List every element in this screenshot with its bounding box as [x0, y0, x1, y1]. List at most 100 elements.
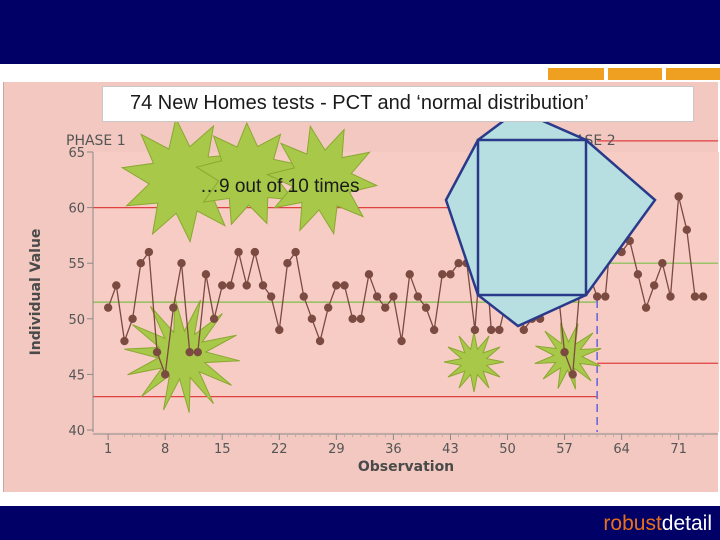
- data-point: [193, 347, 202, 357]
- brand-part-robust: robust: [603, 512, 662, 535]
- data-point: [332, 281, 341, 290]
- x-tick-label: 29: [328, 442, 345, 457]
- x-tick-label: 71: [670, 442, 687, 457]
- data-point: [519, 325, 528, 335]
- data-point: [275, 325, 284, 335]
- accent-block: [608, 68, 662, 80]
- data-point: [291, 247, 300, 257]
- data-point: [429, 325, 439, 335]
- phase-1-label: PHASE 1: [66, 133, 126, 149]
- data-point: [258, 281, 268, 290]
- data-point: [389, 292, 398, 301]
- data-point: [169, 303, 178, 312]
- data-point: [666, 292, 675, 301]
- y-tick-label: 60: [68, 202, 85, 217]
- data-point: [470, 325, 480, 335]
- data-point: [112, 281, 121, 290]
- data-point: [674, 192, 683, 201]
- data-point: [299, 292, 308, 301]
- data-point: [592, 292, 602, 301]
- brand-logo: robustdetail: [603, 512, 712, 536]
- y-tick-label: 65: [68, 146, 85, 161]
- brand-part-detail: detail: [661, 512, 712, 535]
- title-box: [102, 86, 694, 122]
- data-point: [601, 292, 610, 301]
- outlier-highlight-starburst: [443, 331, 505, 393]
- slide-title: 74 New Homes tests - PCT and ‘normal dis…: [130, 92, 589, 114]
- outlier-highlight-starburst: [534, 322, 602, 390]
- accent-block: [666, 68, 720, 80]
- data-point: [568, 370, 577, 379]
- x-tick-label: 64: [613, 442, 630, 457]
- data-point: [560, 347, 569, 357]
- data-point: [120, 336, 129, 346]
- data-point: [348, 314, 357, 323]
- x-tick-label: 8: [161, 442, 169, 457]
- x-tick-label: 43: [442, 442, 459, 457]
- data-point: [266, 292, 276, 301]
- y-tick-label: 45: [68, 368, 85, 383]
- data-point: [209, 314, 219, 323]
- x-tick-label: 22: [271, 442, 288, 457]
- y-tick-label: 50: [68, 313, 85, 328]
- x-tick-label: 1: [104, 442, 112, 457]
- data-point: [136, 259, 145, 268]
- data-point: [218, 281, 227, 290]
- data-point: [421, 303, 431, 312]
- data-point: [633, 270, 643, 279]
- x-tick-label: 57: [556, 442, 573, 457]
- data-point: [413, 292, 423, 301]
- data-point: [226, 281, 235, 290]
- callout-starburst: [265, 124, 379, 236]
- x-axis-label: Observation: [358, 459, 454, 475]
- data-point: [242, 281, 251, 290]
- data-point: [201, 270, 211, 279]
- data-point: [397, 336, 406, 346]
- callout-starburst: [120, 116, 246, 244]
- footer-bar: [0, 506, 720, 540]
- data-point: [446, 270, 455, 279]
- data-point: [364, 270, 374, 279]
- data-point: [324, 303, 333, 312]
- data-point: [356, 314, 365, 323]
- octagon-inner-frame: [476, 138, 588, 297]
- octagon-shape: [444, 108, 657, 328]
- outlier-highlight-starburst: [124, 297, 240, 413]
- data-point: [438, 270, 447, 279]
- data-point: [250, 247, 260, 257]
- data-point: [372, 292, 382, 301]
- data-point: [487, 325, 496, 335]
- data-point: [698, 292, 708, 301]
- accent-strip: [548, 68, 720, 80]
- data-point: [144, 247, 154, 257]
- data-point: [185, 347, 194, 357]
- data-point: [315, 336, 325, 346]
- data-point: [283, 259, 292, 268]
- data-point: [650, 281, 659, 290]
- data-point: [381, 303, 390, 312]
- accent-block: [548, 68, 604, 80]
- y-axis-label: Individual Value: [28, 229, 44, 356]
- data-point: [152, 347, 162, 357]
- header-bar: [0, 0, 720, 64]
- data-point: [641, 303, 651, 312]
- data-point: [177, 259, 186, 268]
- x-tick-label: 50: [499, 442, 516, 457]
- data-point: [682, 225, 691, 235]
- data-point: [103, 303, 113, 312]
- callout-text: …9 out of 10 times: [200, 176, 359, 197]
- x-tick-label: 36: [385, 442, 402, 457]
- data-point: [658, 259, 667, 268]
- data-point: [405, 270, 414, 279]
- data-point: [690, 292, 700, 301]
- y-tick-label: 40: [68, 424, 85, 439]
- data-point: [161, 370, 170, 379]
- data-point: [340, 281, 349, 290]
- data-point: [307, 314, 317, 323]
- y-tick-label: 55: [68, 257, 85, 272]
- data-point: [234, 247, 243, 257]
- x-tick-label: 15: [214, 442, 231, 457]
- callout-starburst: [195, 121, 301, 226]
- data-point: [454, 259, 463, 268]
